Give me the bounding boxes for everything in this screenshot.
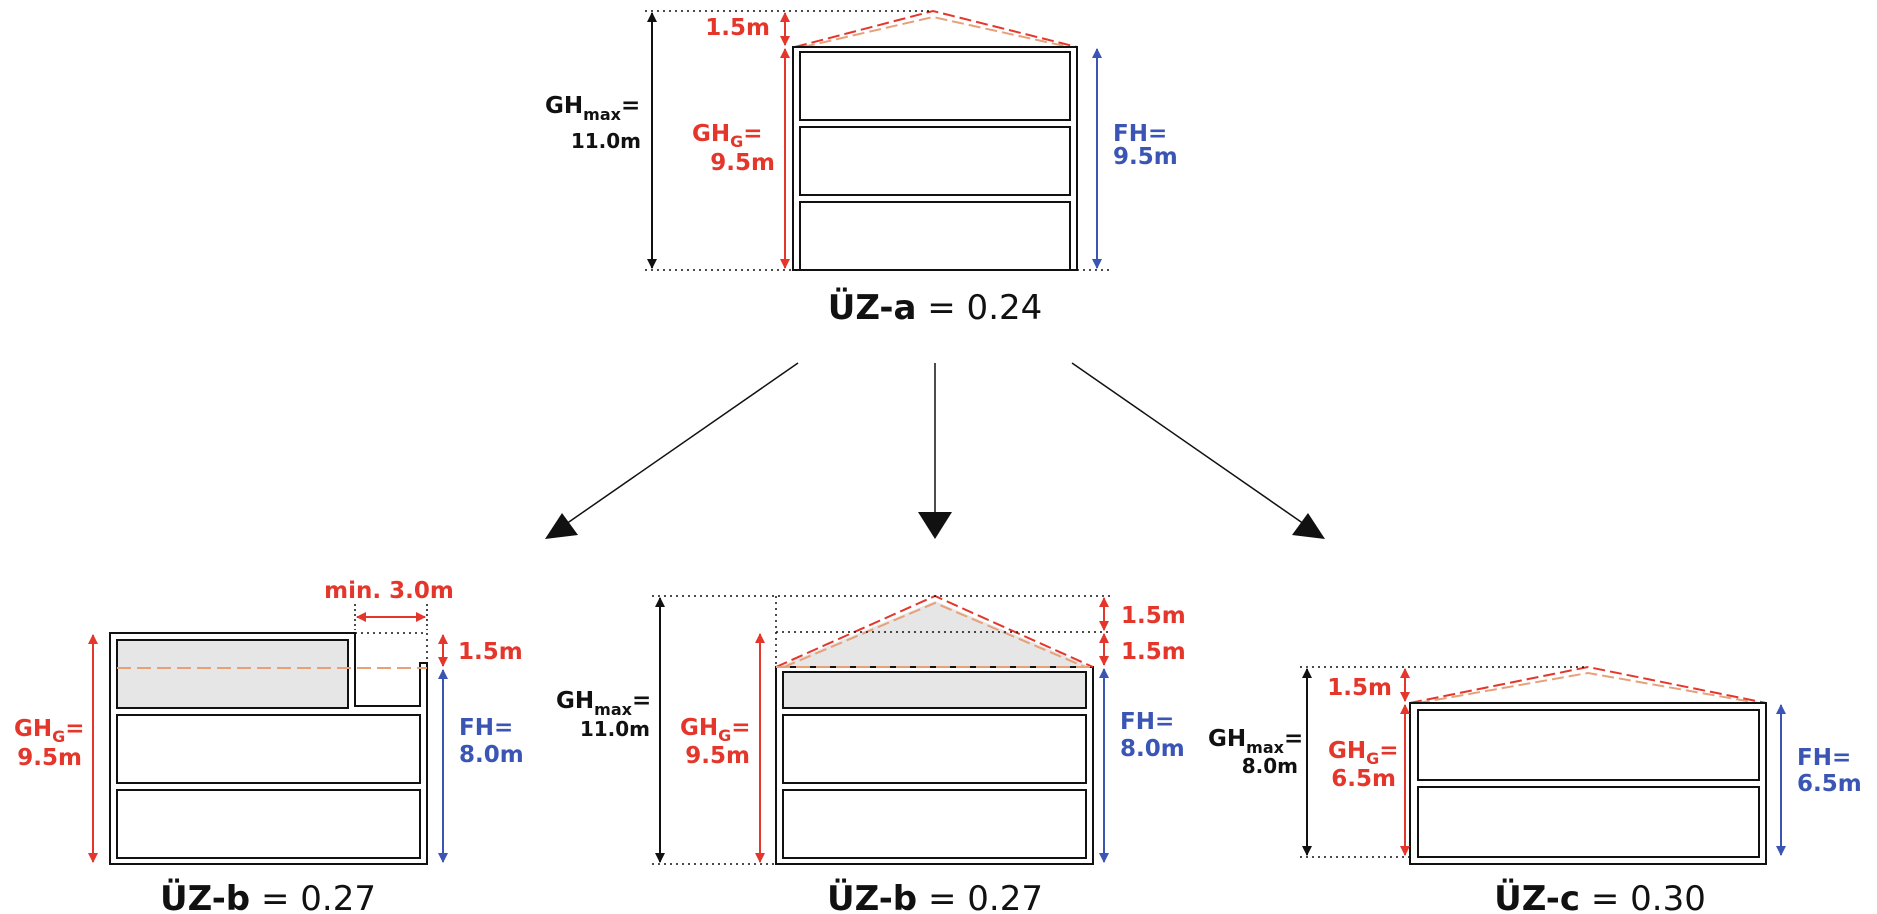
ghmax-label: GHmax=: [545, 93, 640, 124]
storey-attic: [116, 639, 349, 709]
fh-value: 8.0m: [1120, 736, 1185, 762]
storey: [1417, 709, 1760, 781]
ghmax-value: 8.0m: [1242, 754, 1298, 778]
arrow-middle-head: [918, 512, 952, 539]
ghg-value: 9.5m: [710, 150, 775, 176]
arrow-right-head: [1292, 513, 1325, 539]
ghg-label: GHG=: [1328, 738, 1399, 768]
ghmax-value: 11.0m: [580, 717, 650, 741]
building-uz-c: GHmax= 8.0m 1.5m GHG= 6.5m FH= 6.5m ÜZ-c…: [1208, 665, 1862, 914]
roof-outline: [794, 9, 1078, 48]
storey: [782, 789, 1087, 859]
arrow-right: [1071, 362, 1305, 525]
storey: [782, 714, 1087, 784]
ghg-label: GHG=: [692, 121, 763, 151]
roof-height-value: 1.5m: [458, 639, 523, 665]
roof-height-value: 1.5m: [705, 15, 770, 41]
storey: [116, 789, 421, 859]
fh-label: FH=: [459, 715, 513, 741]
building-uz-a: GHmax= 11.0m 1.5m GHG= 9.5m FH= 9.5m ÜZ-…: [545, 9, 1178, 328]
arrow-left: [565, 362, 799, 525]
ghmax-value: 11.0m: [571, 129, 641, 153]
roof-height-value: 1.5m: [1121, 639, 1186, 665]
fh-label: FH=: [1113, 121, 1167, 147]
fh-value: 6.5m: [1797, 771, 1862, 797]
min-setback-label: min. 3.0m: [324, 578, 454, 604]
ghmax-label: GHmax=: [1208, 726, 1303, 757]
fh-label: FH=: [1120, 709, 1174, 735]
storey-attic: [782, 671, 1087, 709]
storey: [799, 201, 1071, 271]
roof-outline: [1409, 665, 1767, 704]
fh-label: FH=: [1797, 745, 1851, 771]
ghg-label: GHG=: [680, 715, 751, 745]
storey: [116, 714, 421, 784]
building-uz-b-middle: GHmax= 11.0m GHG= 9.5m 1.5m 1.5m FH= 8.0…: [556, 594, 1186, 914]
ghmax-label: GHmax=: [556, 688, 651, 719]
ghg-label: GHG=: [14, 716, 85, 746]
arrow-left-head: [545, 513, 578, 539]
caption-uz-b-middle: ÜZ-b = 0.27: [827, 878, 1043, 914]
fh-value: 8.0m: [459, 742, 524, 768]
caption-uz-a: ÜZ-a = 0.24: [828, 287, 1043, 328]
caption-uz-c: ÜZ-c = 0.30: [1494, 878, 1706, 914]
transition-arrows: [545, 362, 1325, 539]
storey: [799, 51, 1071, 121]
roof-fill: [778, 601, 1091, 667]
ghg-value: 9.5m: [685, 743, 750, 769]
ghg-value: 9.5m: [17, 745, 82, 771]
fh-value: 9.5m: [1113, 144, 1178, 170]
roof-height-value: 1.5m: [1121, 603, 1186, 629]
roof-outline: [802, 15, 1070, 48]
building-uz-b-left: min. 3.0m 1.5m GHG= 9.5m FH= 8.0m ÜZ-b =…: [14, 578, 524, 914]
roof-outline: [1417, 671, 1759, 704]
storey: [1417, 786, 1760, 858]
ghg-value: 6.5m: [1331, 766, 1396, 792]
caption-uz-b-left: ÜZ-b = 0.27: [160, 878, 376, 914]
storey: [799, 126, 1071, 196]
roof-height-value: 1.5m: [1327, 675, 1392, 701]
roof-outline: [783, 601, 1086, 668]
